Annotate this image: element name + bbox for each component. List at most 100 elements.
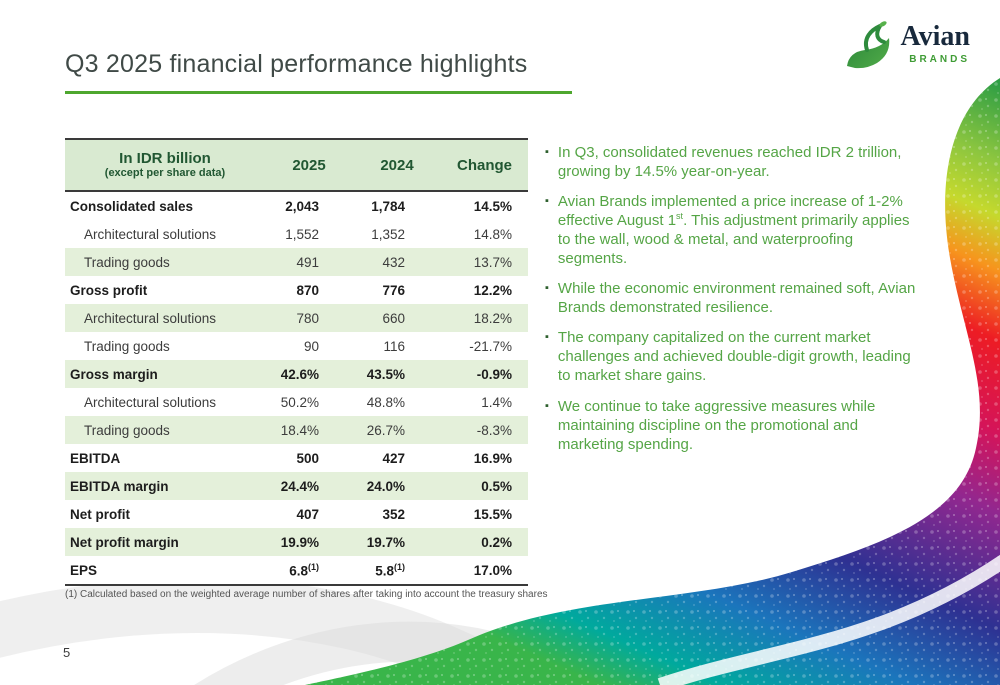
table-row: Gross margin 42.6% 43.5% -0.9% [65,360,528,388]
table-row: Architectural solutions 1,552 1,352 14.8… [65,220,528,248]
table-row: Consolidated sales 2,043 1,784 14.5% [65,192,528,220]
bullet-square-icon: ▪ [545,331,549,344]
value-2024: 5.8(1) [353,562,441,579]
value-change: 1.4% [481,394,512,410]
value-change: 13.7% [473,254,512,270]
value-change: -21.7% [469,338,512,354]
value-2025: 780 [296,310,319,326]
avian-swan-icon [846,21,889,69]
value-change: 12.2% [473,282,512,298]
bullet-text: In Q3, consolidated revenues reached IDR… [557,144,902,181]
value-2024: 48.8% [366,394,405,410]
brand-name: Avian [900,21,971,52]
ordinal-suffix: st [676,211,684,222]
row-label: Architectural solutions [84,310,217,326]
value-2024: 24.0% [366,478,405,494]
value-2025: 407 [296,506,319,522]
value-2025: 870 [296,282,319,298]
table-row: EPS 6.8(1) 5.8(1) 17.0% [65,556,528,584]
value-2025: 90 [303,338,319,354]
footnote-ref: (1) [308,561,319,572]
value-2024: 26.7% [366,422,405,438]
value-2025: 50.2% [280,394,319,410]
row-label: Gross margin [70,366,158,382]
brand-logo: Avian BRANDS [839,16,971,72]
table-row: Architectural solutions 50.2% 48.8% 1.4% [65,388,528,416]
row-label: Trading goods [84,422,170,438]
list-item: ▪ While the economic environment remaine… [545,279,919,317]
value-2024: 352 [382,506,405,522]
value-change: 14.8% [473,226,512,242]
value-2025: 2,043 [285,198,319,214]
list-item: ▪ Avian Brands implemented a price incre… [545,192,919,268]
table-row: Trading goods 491 432 13.7% [65,248,528,276]
header-metric-line1: In IDR billion [119,150,211,168]
bullet-text-pre: Avian Brands implemented a price increas… [557,193,903,230]
header-metric-line2: (except per share data) [104,167,226,180]
footnote: (1) Calculated based on the weighted ave… [65,589,548,600]
page-number: 5 [63,645,71,660]
list-item: ▪ We continue to take aggressive measure… [545,397,919,454]
value-2025: 1,552 [285,226,319,242]
row-label: EBITDA [70,450,121,466]
value-change: 16.9% [473,450,512,466]
value-2025: 6.8(1) [265,562,353,579]
bullet-square-icon: ▪ [545,146,549,158]
row-label: EBITDA margin [70,478,169,494]
row-label: Trading goods [84,338,170,354]
title-underline: Q3 2025 financial performance highlights [65,50,572,94]
table-row: Net profit margin 19.9% 19.7% 0.2% [65,528,528,556]
bullet-text: While the economic environment remained … [557,280,916,317]
batik-texture [305,78,1000,685]
eps-value: 6.8 [289,563,308,579]
table-row: Trading goods 90 116 -21.7% [65,332,528,360]
value-2024: 19.7% [366,534,405,550]
value-change: 14.5% [473,198,512,214]
value-change: 0.2% [481,534,512,550]
value-2024: 116 [383,338,405,354]
table-row: Gross profit 870 776 12.2% [65,276,528,304]
bullet-text-post: . This adjustment primarily applies to t… [557,212,910,268]
page-title: Q3 2025 financial performance highlights [65,50,528,78]
table-row: EBITDA 500 427 16.9% [65,444,528,472]
value-change: 0.5% [481,478,512,494]
value-2024: 427 [382,450,405,466]
eps-value: 5.8 [375,563,394,579]
value-change: 17.0% [473,562,512,578]
footnote-ref: (1) [394,561,405,572]
bullet-text: Avian Brands implemented a price increas… [558,192,919,268]
row-label: Trading goods [84,254,170,270]
value-2025: 24.4% [280,478,319,494]
value-2024: 43.5% [366,366,405,382]
row-label: Gross profit [70,282,148,298]
financial-table: In IDR billion (except per share data) 2… [65,138,528,586]
value-2024: 660 [382,310,405,326]
list-item: ▪ In Q3, consolidated revenues reached I… [545,143,919,181]
table-row: EBITDA margin 24.4% 24.0% 0.5% [65,472,528,500]
table-row: Architectural solutions 780 660 18.2% [65,304,528,332]
bullet-text: We continue to take aggressive measures … [557,397,876,453]
table-row: Trading goods 18.4% 26.7% -8.3% [65,416,528,444]
value-2025: 18.4% [280,422,319,438]
value-change: 18.2% [473,310,512,326]
value-change: -8.3% [476,422,512,438]
row-label: Net profit [70,506,130,522]
value-change: 15.5% [473,506,512,522]
header-metric: In IDR billion (except per share data) [65,150,265,180]
row-label: Architectural solutions [84,394,217,410]
value-2024: 432 [382,254,405,270]
header-2025: 2025 [292,156,326,174]
value-2024: 1,352 [371,226,405,242]
header-change: Change [456,156,512,174]
table-header-row: In IDR billion (except per share data) 2… [65,140,528,192]
table-row: Net profit 407 352 15.5% [65,500,528,528]
bullet-square-icon: ▪ [545,195,549,208]
row-label: Consolidated sales [70,198,194,214]
list-item: ▪ The company capitalized on the current… [545,328,919,385]
bullet-square-icon: ▪ [545,399,549,412]
row-label: EPS [70,562,98,578]
brand-wordmark: Avian BRANDS [900,21,971,66]
row-label: Net profit margin [70,534,179,550]
value-2025: 491 [296,254,319,270]
brand-sub: BRANDS [909,54,970,65]
